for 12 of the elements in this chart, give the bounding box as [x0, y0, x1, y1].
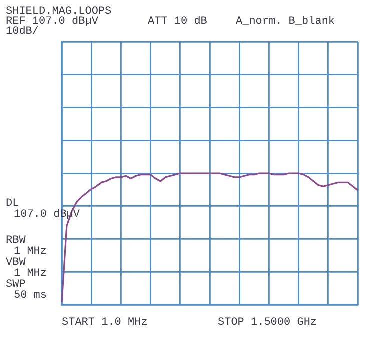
- text: A_norm. B_blank: [236, 16, 336, 28]
- text: START 1.0 MHz: [62, 317, 148, 329]
- text: STOP 1.5000 GHz: [218, 317, 318, 329]
- text: 1 MHz: [14, 246, 48, 258]
- text: VBW: [6, 257, 26, 269]
- text: 50 ms: [14, 290, 48, 302]
- text: DL: [6, 198, 20, 210]
- text: 10dB/: [6, 26, 40, 38]
- text: RBW: [6, 235, 26, 247]
- text: ATT 10 dB: [148, 16, 208, 28]
- text: 1 MHz: [14, 268, 48, 280]
- text: SWP: [6, 279, 26, 291]
